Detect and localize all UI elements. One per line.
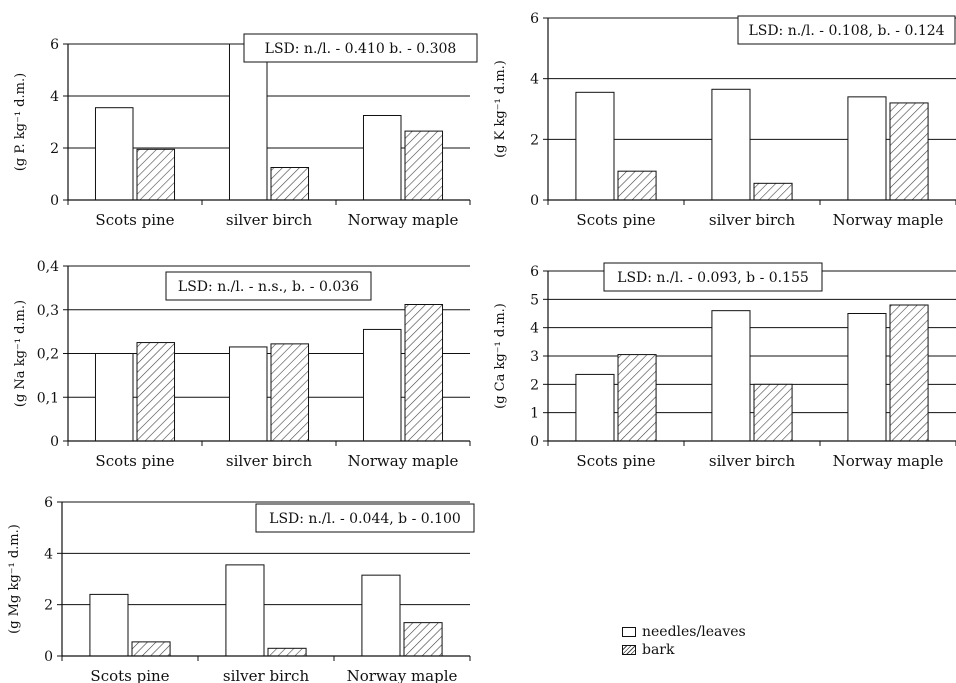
- lsd-annotation: LSD: n./l. - 0.108, b. - 0.124: [748, 23, 944, 39]
- legend-label-bark: bark: [642, 642, 675, 658]
- bar-bark: [889, 304, 929, 442]
- y-tick-label: 0: [50, 434, 59, 450]
- y-tick-label: 0: [530, 193, 539, 209]
- lsd-box: [603, 262, 823, 292]
- legend-label-needles: needles/leaves: [642, 624, 746, 640]
- x-tick-label: Scots pine: [95, 211, 174, 229]
- legend-swatch-bark: [622, 645, 636, 655]
- bar-needles: [575, 373, 615, 442]
- bar-needles: [225, 564, 265, 657]
- y-axis-label: (g K kg⁻¹ d.m.): [493, 60, 508, 158]
- bar-bark: [617, 170, 657, 201]
- bar-needles: [228, 346, 268, 442]
- bar-bark: [889, 102, 929, 201]
- x-tick-label: Norway maple: [347, 667, 458, 683]
- x-tick-label: Scots pine: [576, 211, 655, 229]
- x-tick-label: silver birch: [226, 452, 313, 470]
- bar-needles: [575, 91, 615, 201]
- lsd-box: [243, 33, 478, 63]
- lsd-annotation: LSD: n./l. - 0.410 b. - 0.308: [265, 41, 457, 57]
- x-tick-label: Norway maple: [348, 452, 459, 470]
- bar-needles: [362, 115, 402, 201]
- y-tick-label: 4: [44, 546, 53, 562]
- bar-bark: [136, 342, 176, 442]
- bar-needles: [847, 313, 887, 442]
- y-tick-label: 2: [50, 141, 59, 157]
- bar-needles: [847, 96, 887, 201]
- bar-bark: [404, 304, 444, 442]
- y-tick-label: 6: [50, 37, 59, 53]
- x-tick-label: Scots pine: [90, 667, 169, 683]
- lsd-annotation: LSD: n./l. - n.s., b. - 0.036: [178, 279, 359, 295]
- legend: needles/leaves bark: [622, 623, 746, 659]
- lsd-annotation: LSD: n./l. - 0.093, b - 0.155: [617, 270, 809, 286]
- lsd-box: [165, 271, 372, 301]
- bar-needles: [94, 107, 134, 201]
- legend-swatch-needles: [622, 627, 636, 637]
- x-tick-label: Norway maple: [833, 452, 944, 470]
- y-tick-label: 4: [530, 321, 539, 337]
- y-axis-label: (g Mg kg⁻¹ d.m.): [7, 524, 22, 634]
- bar-bark: [131, 641, 171, 657]
- x-tick-label: silver birch: [226, 211, 313, 229]
- x-tick-label: Norway maple: [833, 211, 944, 229]
- bar-bark: [270, 167, 310, 201]
- y-tick-label: 0,2: [37, 347, 59, 363]
- bar-bark: [403, 622, 443, 657]
- bar-bark: [136, 148, 176, 201]
- bar-bark: [617, 354, 657, 442]
- y-tick-label: 0: [50, 193, 59, 209]
- legend-item-needles: needles/leaves: [622, 623, 746, 641]
- y-axis-label: (g Ca kg⁻¹ d.m.): [493, 303, 508, 409]
- bar-needles: [711, 310, 751, 442]
- y-axis-label: (g P. kg⁻¹ d.m.): [13, 73, 28, 171]
- y-tick-label: 0: [44, 649, 53, 665]
- bar-bark: [753, 383, 793, 442]
- y-tick-label: 0,1: [37, 390, 59, 406]
- x-tick-label: silver birch: [223, 667, 310, 683]
- y-tick-label: 0: [530, 434, 539, 450]
- lsd-annotation: LSD: n./l. - 0.044, b - 0.100: [269, 511, 461, 527]
- y-tick-label: 1: [530, 406, 539, 422]
- bar-bark: [267, 647, 307, 657]
- x-tick-label: silver birch: [709, 211, 796, 229]
- y-tick-label: 2: [44, 598, 53, 614]
- y-tick-label: 3: [530, 349, 539, 365]
- chart-panel-5: 0 2 4 6 Scots pine silver birch Norway maple (g…: [7, 495, 475, 683]
- y-tick-label: 0,4: [37, 259, 59, 275]
- bar-bark: [753, 182, 793, 201]
- bar-needles: [362, 328, 402, 442]
- lsd-box: [737, 15, 956, 45]
- bar-bark: [404, 130, 444, 201]
- x-tick-label: Norway maple: [348, 211, 459, 229]
- chart-panel-1: 0 2 4 6 Scots pine silver birch Norway maple (g…: [13, 33, 478, 229]
- y-tick-label: 5: [530, 292, 539, 308]
- bar-needles: [89, 593, 129, 657]
- y-tick-label: 2: [530, 132, 539, 148]
- x-tick-label: Scots pine: [95, 452, 174, 470]
- chart-panel-3: 0 0,1 0,2 0,3 0,4 Scots pine silver birch Norwa…: [13, 259, 471, 470]
- legend-item-bark: bark: [622, 641, 746, 659]
- x-tick-label: silver birch: [709, 452, 796, 470]
- y-axis-label: (g Na kg⁻¹ d.m.): [13, 300, 28, 407]
- y-tick-label: 2: [530, 377, 539, 393]
- bar-needles: [711, 88, 751, 201]
- bar-bark: [270, 343, 310, 442]
- y-tick-label: 0,3: [37, 303, 59, 319]
- y-tick-label: 6: [44, 495, 53, 511]
- bar-needles: [361, 574, 401, 657]
- lsd-box: [255, 503, 475, 533]
- chart-panel-4: 0 1 2 3 4 5 6 Scots pine silver birch Norway mapl…: [493, 262, 956, 470]
- y-tick-label: 6: [530, 264, 539, 280]
- y-tick-label: 4: [530, 72, 539, 88]
- y-tick-label: 6: [530, 11, 539, 27]
- chart-panel-2: 0 2 4 6 Scots pine silver birch Norway maple (g…: [493, 11, 956, 229]
- x-tick-label: Scots pine: [576, 452, 655, 470]
- bar-needles: [228, 43, 268, 201]
- bar-needles: [94, 353, 134, 442]
- y-tick-label: 4: [50, 89, 59, 105]
